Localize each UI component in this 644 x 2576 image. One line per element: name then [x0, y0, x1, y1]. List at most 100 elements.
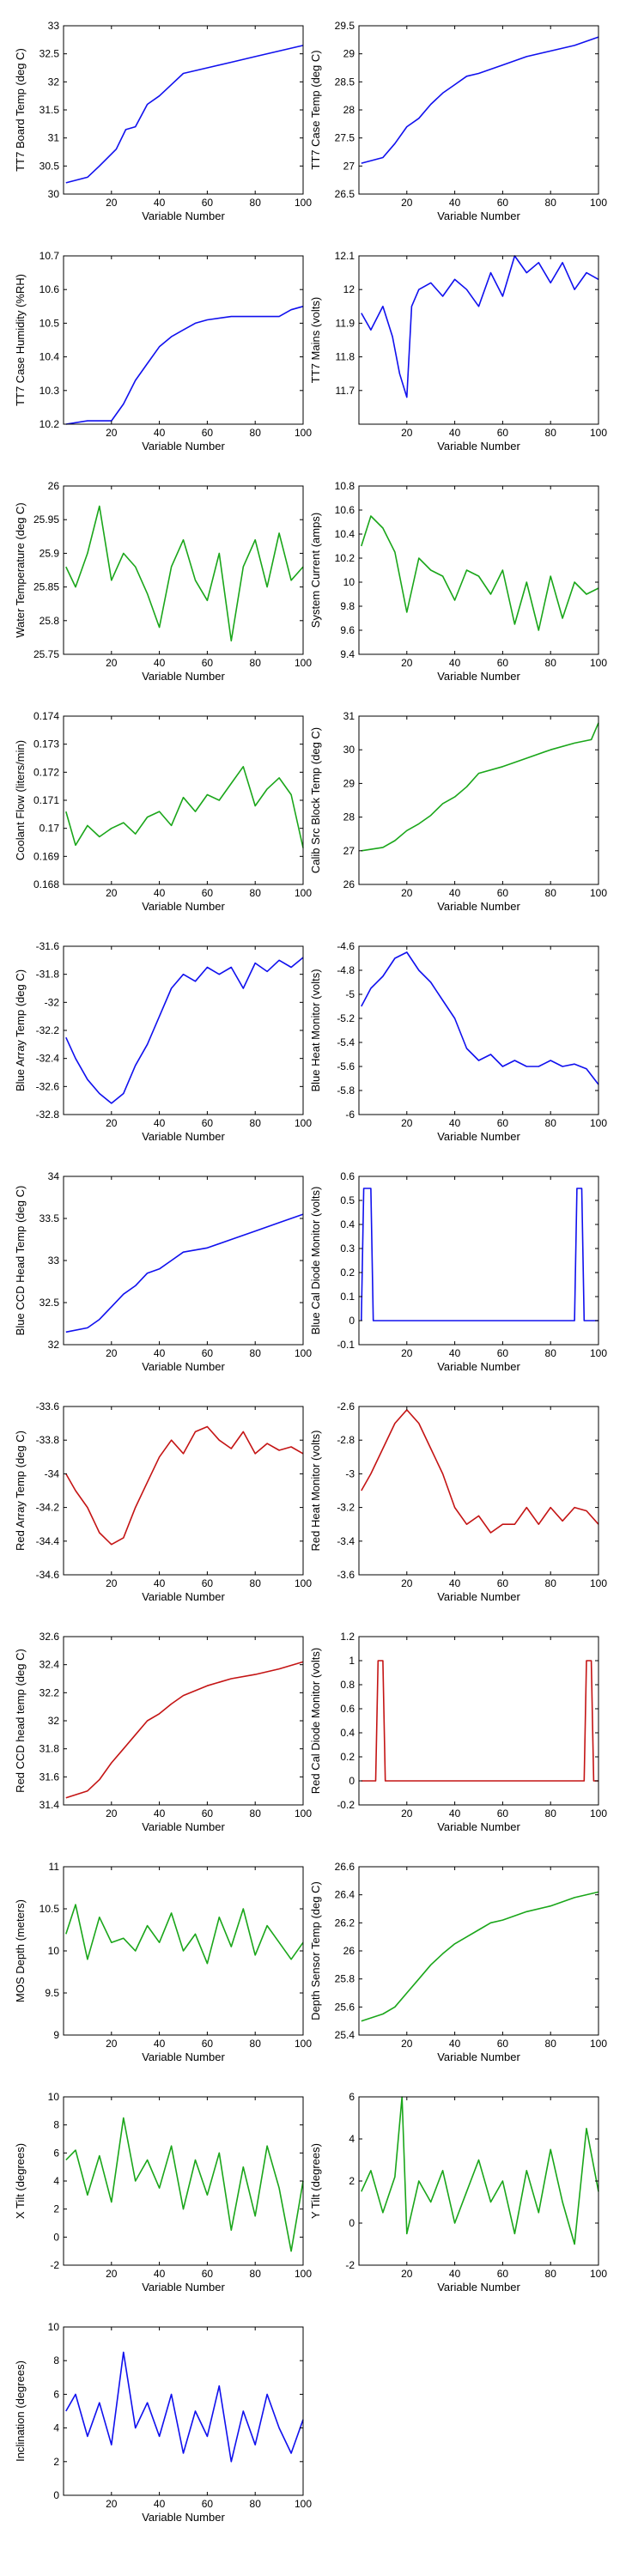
y-axis-label: Red Cal Diode Monitor (volts) [309, 1648, 322, 1795]
x-tick-label: 60 [202, 2268, 214, 2280]
y-tick-label: -32.6 [36, 1080, 60, 1092]
x-tick-label: 40 [449, 1347, 461, 1359]
chart-panel-8: 20 40 60 80 100 26 27 28 29 30 31 Variable Number Ca… [309, 710, 607, 913]
y-tick-label: -5 [345, 988, 355, 1000]
y-tick-label: 0 [349, 2217, 355, 2229]
y-tick-label: 2 [53, 2456, 59, 2468]
x-axis-label: Variable Number [437, 210, 520, 222]
y-tick-label: 0.2 [340, 1751, 355, 1763]
y-tick-label: -32.8 [36, 1109, 60, 1121]
series-line [361, 36, 599, 164]
y-tick-label: 32.5 [39, 48, 60, 60]
x-tick-label: 20 [106, 1807, 118, 1820]
y-tick-label: 34 [48, 1170, 60, 1182]
y-tick-label: 32.4 [39, 1659, 60, 1671]
series-line [361, 1891, 599, 2022]
x-tick-label: 40 [449, 1577, 461, 1589]
x-axis-label: Variable Number [437, 440, 520, 453]
x-tick-label: 100 [590, 2268, 607, 2280]
x-tick-label: 100 [295, 197, 312, 209]
y-tick-label: 0.6 [340, 1703, 355, 1715]
chart-panel-2: 20 40 60 80 100 26.5 27 27.5 28 28.5 29 29.5 Variabl… [309, 20, 607, 222]
x-tick-label: 60 [497, 1577, 509, 1589]
x-tick-label: 40 [449, 1117, 461, 1129]
x-tick-label: 20 [106, 657, 118, 669]
x-axis-label: Variable Number [142, 440, 225, 453]
x-tick-label: 40 [154, 1807, 166, 1820]
x-tick-label: 60 [497, 1807, 509, 1820]
x-tick-label: 100 [590, 1807, 607, 1820]
x-tick-label: 100 [590, 657, 607, 669]
x-tick-label: 20 [106, 2268, 118, 2280]
y-tick-label: 26.6 [335, 1861, 355, 1873]
chart-panel-11: 20 40 60 80 100 32 32.5 33 33.5 34 Variable Number… [14, 1170, 312, 1373]
y-tick-label: 8 [53, 2354, 59, 2366]
x-axis-label: Variable Number [142, 1130, 225, 1143]
x-tick-label: 100 [590, 887, 607, 899]
y-tick-label: 25.95 [33, 513, 59, 526]
x-axis-label: Variable Number [437, 670, 520, 683]
y-axis-label: TT7 Case Humidity (%RH) [14, 274, 27, 406]
x-tick-label: 60 [202, 1807, 214, 1820]
y-axis-label: System Current (amps) [309, 513, 322, 628]
y-tick-label: -34.4 [36, 1535, 60, 1547]
y-tick-label: 30.5 [39, 160, 60, 172]
x-tick-label: 60 [202, 197, 214, 209]
y-axis-label: Coolant Flow (liters/min) [14, 740, 27, 860]
y-tick-label: -5.6 [337, 1060, 355, 1072]
x-axis-label: Variable Number [142, 2281, 225, 2293]
series-line [65, 1661, 304, 1799]
y-tick-label: 27 [343, 160, 355, 172]
y-tick-label: -3.2 [337, 1502, 355, 1514]
y-axis-label: Blue Array Temp (deg C) [14, 969, 27, 1091]
x-tick-label: 40 [449, 657, 461, 669]
series-line [361, 2096, 599, 2245]
y-axis-label: Y Tilt (degrees) [309, 2143, 322, 2219]
y-tick-label: -2.8 [337, 1434, 355, 1446]
plot-frame [358, 1636, 599, 1806]
series-line [65, 957, 304, 1104]
x-tick-label: 80 [545, 887, 557, 899]
x-tick-label: 60 [202, 2038, 214, 2050]
y-axis-label: Water Temperature (deg C) [14, 502, 27, 638]
y-tick-label: 9.4 [340, 648, 355, 660]
y-tick-label: -5.2 [337, 1012, 355, 1024]
y-tick-label: 0 [53, 2489, 59, 2501]
x-tick-label: 60 [202, 1347, 214, 1359]
x-tick-label: 20 [401, 427, 413, 439]
y-tick-label: -3.4 [337, 1535, 355, 1547]
y-tick-label: 0.173 [33, 738, 59, 750]
y-tick-label: 0.172 [33, 766, 59, 778]
y-tick-label: 2 [53, 2203, 59, 2215]
x-tick-label: 100 [590, 1347, 607, 1359]
x-tick-label: 80 [545, 1347, 557, 1359]
plot-frame [358, 945, 599, 1115]
x-tick-label: 80 [250, 1347, 262, 1359]
x-tick-label: 20 [106, 2038, 118, 2050]
x-tick-label: 60 [202, 1577, 214, 1589]
y-tick-label: -3 [345, 1467, 355, 1479]
series-line [361, 515, 599, 631]
y-tick-label: 25.4 [335, 2029, 355, 2041]
y-tick-label: -5.4 [337, 1036, 355, 1048]
chart-panel-20: 20 40 60 80 100 -2 0 2 4 6 Variable Number Y Tilt (… [309, 2091, 607, 2293]
y-axis-label: Blue Cal Diode Monitor (volts) [309, 1187, 322, 1335]
series-line [65, 1213, 304, 1334]
y-tick-label: 0 [349, 1775, 355, 1787]
y-axis-label: X Tilt (degrees) [14, 2143, 27, 2219]
y-tick-label: 32.5 [39, 1297, 60, 1309]
y-tick-label: 0.4 [340, 1727, 355, 1739]
chart-panel-12: 20 40 60 80 100 -0.1 0 0.1 0.2 0.3 0.4 0.5 0.6 Variab… [309, 1170, 607, 1373]
x-tick-label: 100 [295, 427, 312, 439]
y-tick-label: -0.1 [337, 1339, 355, 1351]
x-tick-label: 40 [154, 1347, 166, 1359]
y-tick-label: 9.6 [340, 624, 355, 636]
y-tick-label: 25.8 [39, 615, 60, 627]
x-tick-label: 60 [497, 887, 509, 899]
x-axis-label: Variable Number [142, 1590, 225, 1603]
y-tick-label: 10.2 [335, 552, 355, 564]
y-tick-label: 31.5 [39, 104, 60, 116]
x-tick-label: 100 [590, 427, 607, 439]
y-tick-label: 10 [343, 576, 355, 588]
y-tick-label: 32 [48, 1339, 60, 1351]
